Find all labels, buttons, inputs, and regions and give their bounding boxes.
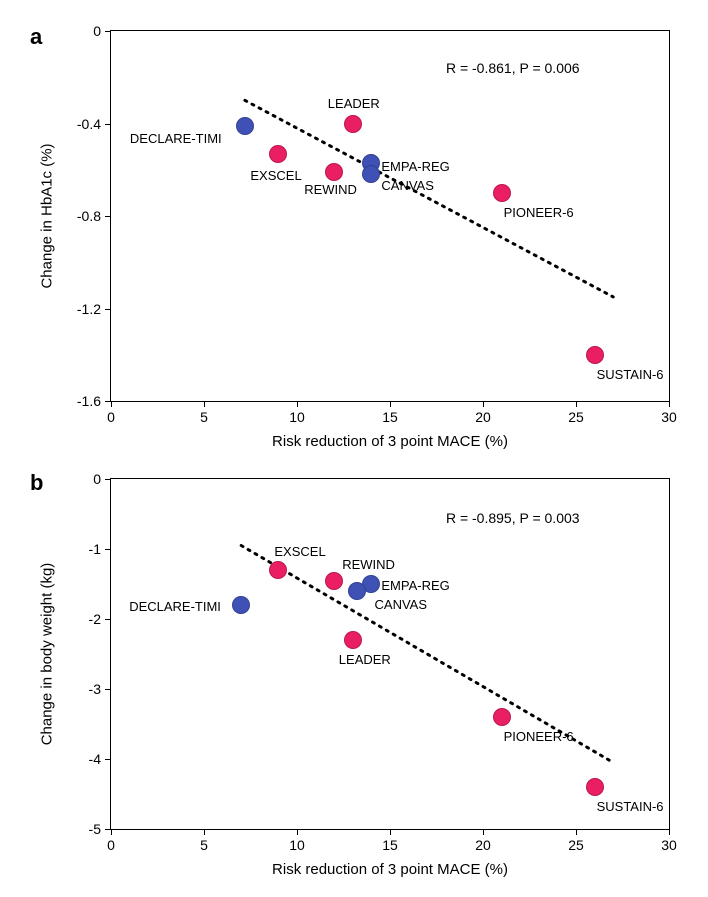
x-tick-label: 20 bbox=[475, 409, 491, 425]
y-tick-label: -3 bbox=[89, 681, 101, 697]
data-point bbox=[236, 117, 254, 135]
figure-root: a051015202530-1.6-1.2-0.8-0.40Risk reduc… bbox=[0, 0, 708, 897]
x-tick bbox=[204, 401, 205, 407]
x-tick-label: 5 bbox=[200, 409, 208, 425]
data-point bbox=[269, 145, 287, 163]
x-tick bbox=[576, 829, 577, 835]
x-tick bbox=[297, 401, 298, 407]
y-tick-label: -5 bbox=[89, 821, 101, 837]
plot-area-b: 051015202530-5-4-3-2-10Risk reduction of… bbox=[110, 478, 670, 830]
x-tick-label: 5 bbox=[200, 837, 208, 853]
data-point-label: PIONEER-6 bbox=[504, 205, 574, 220]
panel-label-b: b bbox=[30, 470, 43, 496]
x-tick-label: 15 bbox=[382, 409, 398, 425]
data-point bbox=[586, 778, 604, 796]
x-tick-label: 30 bbox=[661, 837, 677, 853]
data-point-label: LEADER bbox=[339, 652, 391, 667]
data-point bbox=[493, 184, 511, 202]
data-point-label: CANVAS bbox=[381, 178, 434, 193]
data-point-label: EMPA-REG bbox=[381, 578, 449, 593]
data-point-label: REWIND bbox=[304, 182, 357, 197]
x-tick bbox=[297, 829, 298, 835]
data-point bbox=[269, 561, 287, 579]
data-point bbox=[325, 572, 343, 590]
plot-area-a: 051015202530-1.6-1.2-0.8-0.40Risk reduct… bbox=[110, 30, 670, 402]
data-point-label: CANVAS bbox=[375, 597, 428, 612]
y-tick-label: -2 bbox=[89, 611, 101, 627]
x-tick-label: 25 bbox=[568, 409, 584, 425]
x-tick bbox=[390, 401, 391, 407]
data-point-label: EXSCEL bbox=[250, 168, 301, 183]
x-axis-label-b: Risk reduction of 3 point MACE (%) bbox=[272, 861, 508, 878]
data-point-label: EMPA-REG bbox=[381, 159, 449, 174]
x-tick-label: 15 bbox=[382, 837, 398, 853]
x-tick bbox=[483, 829, 484, 835]
x-tick-label: 0 bbox=[107, 837, 115, 853]
data-point bbox=[348, 582, 366, 600]
y-tick-label: -0.4 bbox=[77, 116, 101, 132]
trend-line-a bbox=[111, 31, 669, 401]
x-tick bbox=[576, 401, 577, 407]
data-point bbox=[232, 596, 250, 614]
y-tick-label: -1.6 bbox=[77, 393, 101, 409]
x-tick bbox=[111, 401, 112, 407]
data-point-label: DECLARE-TIMI bbox=[129, 599, 221, 614]
y-tick-label: -4 bbox=[89, 751, 101, 767]
y-tick bbox=[105, 829, 111, 830]
x-tick-label: 0 bbox=[107, 409, 115, 425]
data-point bbox=[344, 115, 362, 133]
data-point bbox=[344, 631, 362, 649]
data-point bbox=[586, 346, 604, 364]
data-point-label: SUSTAIN-6 bbox=[597, 367, 664, 382]
x-tick-label: 10 bbox=[289, 409, 305, 425]
y-tick-label: 0 bbox=[93, 471, 101, 487]
data-point-label: REWIND bbox=[342, 557, 395, 572]
data-point bbox=[493, 708, 511, 726]
y-tick-label: -1.2 bbox=[77, 301, 101, 317]
x-tick bbox=[390, 829, 391, 835]
y-tick-label: 0 bbox=[93, 23, 101, 39]
data-point-label: EXSCEL bbox=[274, 544, 325, 559]
x-tick bbox=[483, 401, 484, 407]
data-point bbox=[325, 163, 343, 181]
y-axis-label-b: Change in body weight (kg) bbox=[39, 563, 56, 746]
data-point bbox=[362, 165, 380, 183]
x-tick-label: 20 bbox=[475, 837, 491, 853]
panel-label-a: a bbox=[30, 24, 42, 50]
data-point-label: LEADER bbox=[328, 96, 380, 111]
x-tick bbox=[669, 401, 670, 407]
x-tick bbox=[111, 829, 112, 835]
x-tick-label: 25 bbox=[568, 837, 584, 853]
y-axis-label-a: Change in HbA1c (%) bbox=[39, 143, 56, 288]
data-point-label: DECLARE-TIMI bbox=[130, 131, 222, 146]
y-tick bbox=[105, 401, 111, 402]
x-tick bbox=[204, 829, 205, 835]
x-tick bbox=[669, 829, 670, 835]
y-tick-label: -1 bbox=[89, 541, 101, 557]
x-tick-label: 30 bbox=[661, 409, 677, 425]
x-axis-label-a: Risk reduction of 3 point MACE (%) bbox=[272, 433, 508, 450]
data-point-label: PIONEER-6 bbox=[504, 729, 574, 744]
data-point-label: SUSTAIN-6 bbox=[597, 799, 664, 814]
y-tick-label: -0.8 bbox=[77, 208, 101, 224]
x-tick-label: 10 bbox=[289, 837, 305, 853]
